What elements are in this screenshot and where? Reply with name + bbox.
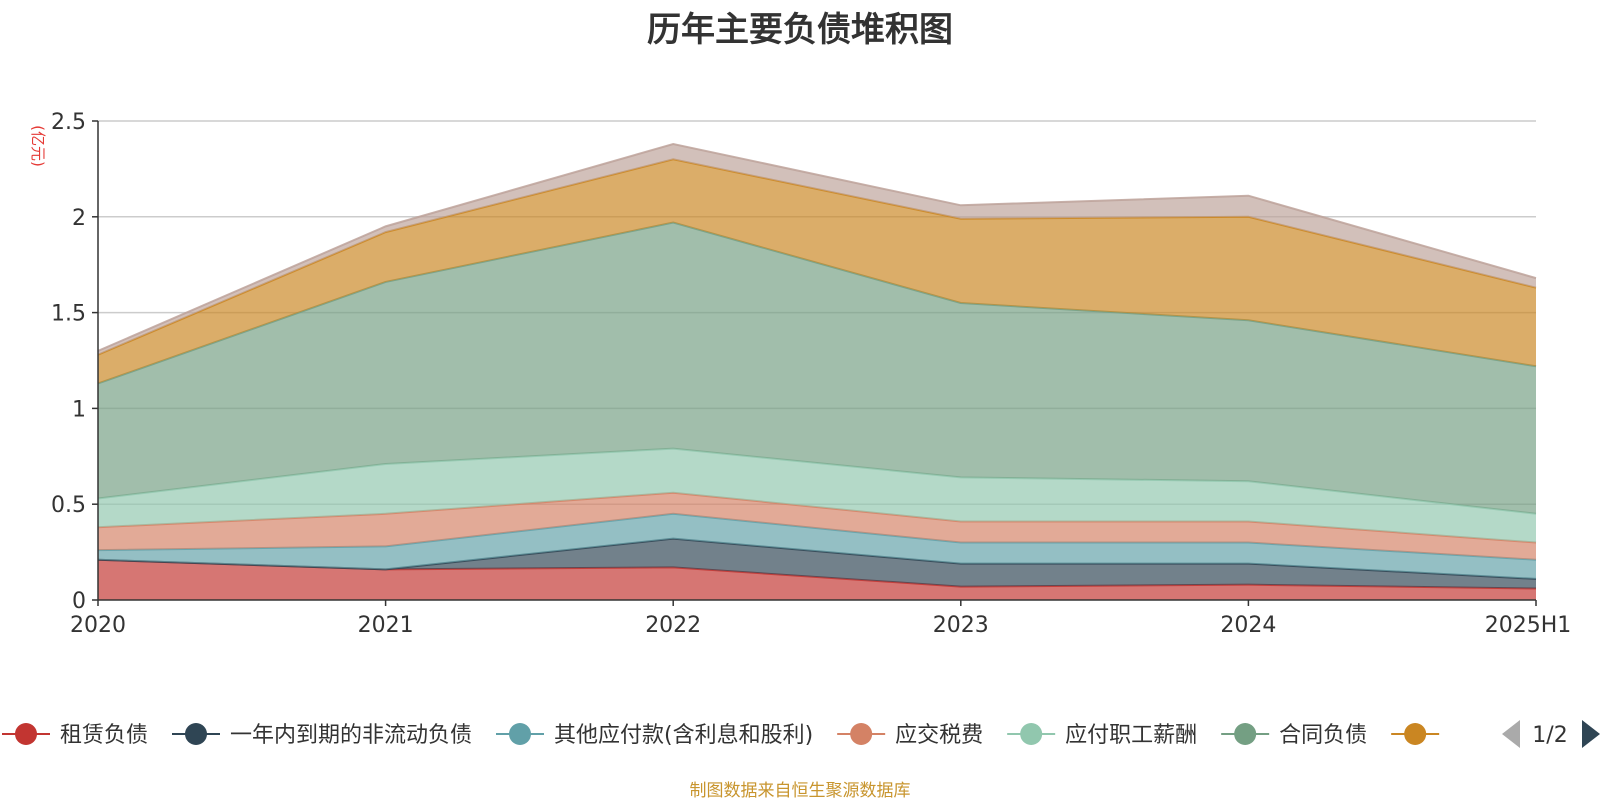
area-series-7 [98, 143, 1536, 355]
legend-prev-page-icon[interactable] [1502, 720, 1520, 748]
y-unit-label: (亿元) [29, 125, 47, 167]
legend-marker-icon [1404, 723, 1427, 745]
legend-label: 一年内到期的非流动负债 [230, 723, 472, 748]
y-tick-label: 1.5 [51, 302, 86, 327]
legend-label: 应交税费 [895, 723, 983, 748]
legend-item-5[interactable]: 合同负债 [1221, 723, 1367, 748]
chart-title: 历年主要负债堆积图 [647, 10, 953, 50]
line-series-7 [97, 142, 1537, 352]
legend-item-1[interactable]: 一年内到期的非流动负债 [172, 723, 472, 748]
x-tick-label: 2023 [933, 613, 989, 638]
legend-marker-icon [509, 723, 532, 745]
x-tick-label: 2025H1 [1485, 613, 1572, 638]
legend-marker-icon [1020, 723, 1043, 745]
x-tick-label: 2024 [1220, 613, 1276, 638]
legend-marker-icon [15, 723, 37, 745]
y-tick-label: 1 [72, 397, 86, 422]
legend-item-2[interactable]: 其他应付款(含利息和股利) [496, 723, 813, 748]
legend-label: 合同负债 [1279, 723, 1367, 748]
axes: 0 0.5 1 1.5 2 2.5 2020 2021 2022 2023 2024 2025H1 [51, 110, 1571, 638]
legend: 租赁负债 一年内到期的非流动负债 其他应付款(含利息和股利) 应交税费 应付职工薪酬 合同… [2, 723, 1440, 748]
area-series-5 [98, 222, 1536, 514]
stacked-areas [97, 142, 1537, 600]
y-tick-label: 2 [72, 206, 86, 231]
legend-item-6[interactable] [1391, 723, 1440, 745]
legend-pager: 1/2 [1502, 720, 1600, 748]
y-tick-label: 2.5 [51, 110, 86, 135]
legend-label: 租赁负债 [60, 723, 148, 748]
y-tick-label: 0 [72, 589, 86, 614]
legend-page-indicator: 1/2 [1532, 723, 1567, 748]
x-tick-label: 2020 [70, 613, 126, 638]
legend-label: 其他应付款(含利息和股利) [554, 723, 813, 748]
legend-item-0[interactable]: 租赁负债 [2, 723, 148, 748]
y-tick-label: 0.5 [51, 493, 86, 518]
area-series-6 [98, 159, 1536, 384]
legend-label: 应付职工薪酬 [1065, 723, 1197, 748]
area-series-4 [98, 448, 1536, 543]
legend-marker-icon [850, 723, 873, 745]
x-tick-label: 2021 [358, 613, 414, 638]
legend-marker-icon [1234, 723, 1257, 745]
legend-next-page-icon[interactable] [1582, 720, 1600, 748]
area-series-2 [98, 513, 1536, 579]
legend-marker-icon [185, 723, 208, 745]
legend-item-4[interactable]: 应付职工薪酬 [1007, 723, 1197, 748]
legend-item-3[interactable]: 应交税费 [837, 723, 983, 748]
area-series-1 [98, 538, 1536, 589]
x-tick-label: 2022 [645, 613, 701, 638]
data-source-note: 制图数据来自恒生聚源数据库 [689, 781, 911, 801]
